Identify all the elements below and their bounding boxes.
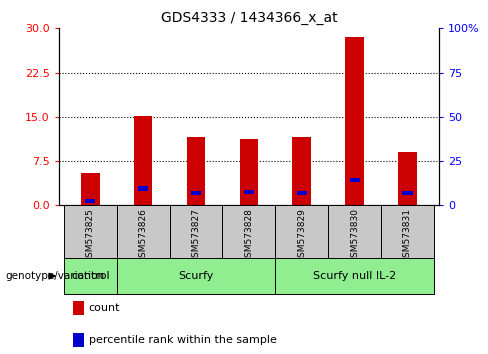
Bar: [117, 258, 275, 294]
Bar: [328, 205, 381, 258]
Bar: [81, 173, 100, 205]
Text: GSM573827: GSM573827: [191, 208, 201, 263]
Text: control: control: [71, 271, 110, 281]
Text: GSM573831: GSM573831: [403, 208, 412, 263]
Bar: [297, 190, 307, 195]
Text: GSM573825: GSM573825: [86, 208, 95, 263]
Bar: [64, 258, 117, 294]
Bar: [191, 190, 201, 195]
Bar: [292, 137, 311, 205]
Bar: [187, 137, 205, 205]
Bar: [73, 333, 84, 347]
Bar: [170, 205, 223, 258]
Text: GSM573828: GSM573828: [244, 208, 253, 263]
Text: Scurfy: Scurfy: [178, 271, 214, 281]
Bar: [85, 199, 95, 204]
Text: genotype/variation: genotype/variation: [5, 271, 104, 281]
Bar: [403, 190, 412, 195]
Text: count: count: [89, 303, 121, 313]
Bar: [381, 205, 434, 258]
Bar: [73, 301, 84, 315]
Text: GSM573829: GSM573829: [297, 208, 306, 263]
Bar: [349, 178, 360, 182]
Bar: [64, 205, 117, 258]
Bar: [240, 139, 258, 205]
Text: percentile rank within the sample: percentile rank within the sample: [89, 335, 277, 345]
Title: GDS4333 / 1434366_x_at: GDS4333 / 1434366_x_at: [161, 11, 337, 24]
Bar: [117, 205, 170, 258]
Bar: [223, 205, 275, 258]
Bar: [346, 37, 364, 205]
Text: GSM573830: GSM573830: [350, 208, 359, 263]
Text: Scurfy null IL-2: Scurfy null IL-2: [313, 271, 396, 281]
Bar: [275, 258, 434, 294]
Text: GSM573826: GSM573826: [139, 208, 148, 263]
Bar: [244, 190, 254, 194]
Bar: [134, 116, 152, 205]
Bar: [398, 152, 417, 205]
Bar: [138, 187, 148, 190]
Bar: [275, 205, 328, 258]
